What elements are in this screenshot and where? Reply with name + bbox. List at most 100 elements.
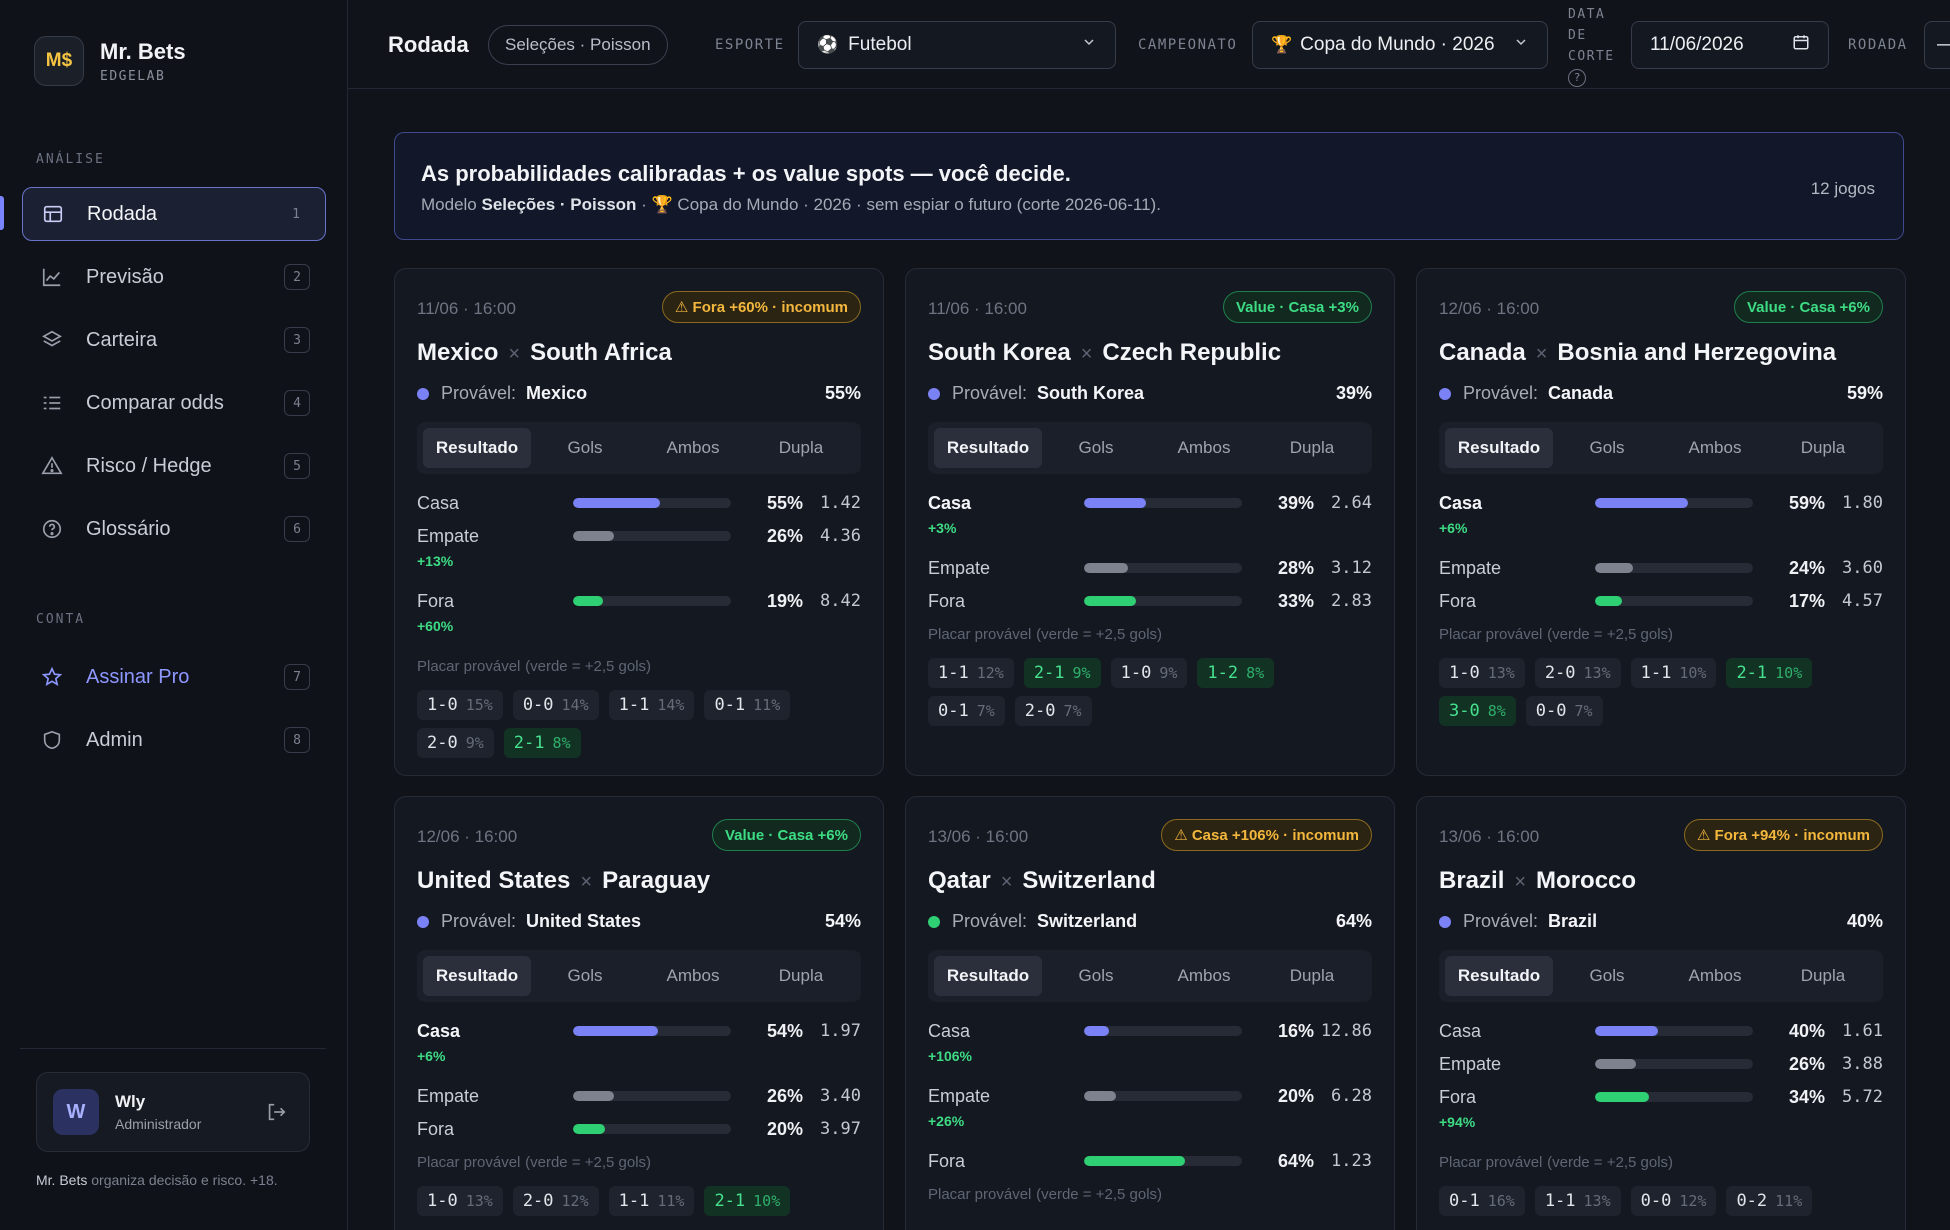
sport-select[interactable]: ⚽ Futebol bbox=[798, 21, 1116, 69]
tab-dupla[interactable]: Dupla bbox=[778, 438, 824, 457]
tab-ambos[interactable]: Ambos bbox=[1688, 438, 1742, 457]
outcome-pct: 26% bbox=[766, 525, 803, 546]
edge-label: +60% bbox=[417, 618, 454, 634]
score-chip[interactable]: 2-1 8% bbox=[503, 728, 581, 758]
likely-label: Provável: bbox=[1463, 383, 1539, 403]
score-chip[interactable]: 2-0 7% bbox=[1014, 696, 1092, 726]
sidebar-item-previsao[interactable]: Previsão 2 bbox=[22, 250, 326, 304]
tab-resultado[interactable]: Resultado bbox=[934, 956, 1042, 996]
round-select[interactable]: — bbox=[1924, 21, 1950, 69]
outcome-name: Empate bbox=[1439, 557, 1502, 578]
warning-icon bbox=[40, 454, 64, 478]
outcome-name: Empate bbox=[1439, 1053, 1502, 1074]
sidebar-item-risco-hedge[interactable]: Risco / Hedge 5 bbox=[22, 439, 326, 493]
score-chip[interactable]: 0-2 11% bbox=[1726, 1186, 1813, 1216]
score-chip[interactable]: 2-0 12% bbox=[512, 1186, 599, 1216]
score-chip[interactable]: 0-0 14% bbox=[512, 690, 599, 720]
tab-ambos[interactable]: Ambos bbox=[1177, 438, 1231, 457]
sidebar-item-assinar-pro[interactable]: Assinar Pro 7 bbox=[22, 650, 326, 704]
sidebar-item-admin[interactable]: Admin 8 bbox=[22, 713, 326, 767]
brand[interactable]: M$ Mr. Bets EDGELAB bbox=[34, 36, 186, 86]
sidebar-item-rodada[interactable]: Rodada 1 bbox=[22, 187, 326, 241]
score-chip[interactable]: 1-1 10% bbox=[1630, 658, 1717, 688]
game-card[interactable]: 13/06 · 16:00 ⚠ Fora +94% · incomum Brazil… bbox=[1416, 796, 1906, 1230]
layers-icon bbox=[40, 328, 64, 352]
tab-gols[interactable]: Gols bbox=[1589, 966, 1625, 985]
tab-ambos[interactable]: Ambos bbox=[666, 438, 720, 457]
tab-ambos[interactable]: Ambos bbox=[666, 966, 720, 985]
score-chip[interactable]: 2-0 9% bbox=[417, 728, 494, 758]
outcome-row: Casa 59% 1.80 bbox=[1439, 487, 1883, 519]
tab-ambos[interactable]: Ambos bbox=[1177, 966, 1231, 985]
tab-dupla[interactable]: Dupla bbox=[1800, 438, 1846, 457]
score-chip[interactable]: 2-0 13% bbox=[1534, 658, 1621, 688]
score-chip[interactable]: 3-0 8% bbox=[1439, 696, 1516, 726]
tab-resultado[interactable]: Resultado bbox=[1445, 428, 1553, 468]
tab-gols[interactable]: Gols bbox=[567, 438, 603, 457]
sidebar-item-comparar-odds[interactable]: Comparar odds 4 bbox=[22, 376, 326, 430]
score-chip[interactable]: 1-2 8% bbox=[1197, 658, 1275, 688]
game-card[interactable]: 12/06 · 16:00 Value · Casa +6% Canada × Bosn… bbox=[1416, 268, 1906, 776]
probability-bar-fill bbox=[1084, 596, 1137, 606]
tab-resultado[interactable]: Resultado bbox=[423, 956, 531, 996]
banner-title: As probabilidades calibradas + os value … bbox=[421, 161, 1071, 186]
tab-dupla[interactable]: Dupla bbox=[778, 966, 824, 985]
score-pct: 11% bbox=[753, 696, 781, 714]
help-icon[interactable]: ? bbox=[1568, 68, 1586, 87]
outcome-pct: 26% bbox=[1788, 1053, 1825, 1074]
away-team: South Africa bbox=[530, 339, 672, 366]
sidebar-item-carteira[interactable]: Carteira 3 bbox=[22, 313, 326, 367]
score-chip[interactable]: 2-1 10% bbox=[704, 1186, 791, 1216]
outcome-odd: 5.72 bbox=[1842, 1087, 1883, 1107]
tab-dupla[interactable]: Dupla bbox=[1289, 966, 1335, 985]
score-chip[interactable]: 1-1 11% bbox=[608, 1186, 695, 1216]
score-chip[interactable]: 1-0 13% bbox=[1439, 658, 1525, 688]
score-chip[interactable]: 1-0 13% bbox=[417, 1186, 503, 1216]
match-teams: Brazil × Morocco bbox=[1439, 867, 1636, 895]
logout-icon[interactable] bbox=[263, 1099, 289, 1125]
likely-winner: Provável: Mexico 55% bbox=[417, 383, 861, 404]
outcome-odd: 12.86 bbox=[1320, 1021, 1372, 1041]
sidebar-item-glossario[interactable]: Glossário 6 bbox=[22, 502, 326, 556]
page-title: Rodada bbox=[388, 32, 469, 57]
tab-gols[interactable]: Gols bbox=[1078, 438, 1114, 457]
cutoff-date-input[interactable]: 11/06/2026 bbox=[1631, 21, 1829, 69]
tab-resultado[interactable]: Resultado bbox=[934, 428, 1042, 468]
score-chip[interactable]: 0-0 7% bbox=[1525, 696, 1603, 726]
score-chip[interactable]: 2-1 10% bbox=[1726, 658, 1813, 688]
score-chip[interactable]: 0-1 7% bbox=[928, 696, 1005, 726]
chart-line-icon bbox=[40, 265, 64, 289]
score-chip[interactable]: 1-0 9% bbox=[1110, 658, 1188, 688]
topbar: Rodada Seleções · Poisson ESPORTE ⚽ Fute… bbox=[348, 0, 1950, 89]
league-select[interactable]: 🏆 Copa do Mundo · 2026 bbox=[1252, 21, 1548, 69]
tab-gols[interactable]: Gols bbox=[1078, 966, 1114, 985]
score-chip[interactable]: 1-0 15% bbox=[417, 690, 503, 720]
score-chip[interactable]: 0-0 12% bbox=[1630, 1186, 1717, 1216]
tab-dupla[interactable]: Dupla bbox=[1289, 438, 1335, 457]
model-pill[interactable]: Seleções · Poisson bbox=[488, 25, 668, 65]
tab-ambos[interactable]: Ambos bbox=[1688, 966, 1742, 985]
tab-resultado[interactable]: Resultado bbox=[1445, 956, 1553, 996]
score-chip[interactable]: 2-1 9% bbox=[1023, 658, 1101, 688]
tab-gols[interactable]: Gols bbox=[1589, 438, 1625, 457]
score-pct: 14% bbox=[561, 696, 589, 714]
tab-resultado[interactable]: Resultado bbox=[423, 428, 531, 468]
market-tabs: Resultado Gols Ambos Dupla bbox=[417, 950, 861, 1002]
score-chip[interactable]: 1-1 14% bbox=[608, 690, 695, 720]
game-card[interactable]: 13/06 · 16:00 ⚠ Casa +106% · incomum Qatar… bbox=[905, 796, 1395, 1230]
score-heading: Placar provável (verde = +2,5 gols) bbox=[1439, 624, 1673, 644]
outcome-row: Casa 39% 2.64 bbox=[928, 487, 1372, 519]
tab-dupla[interactable]: Dupla bbox=[1800, 966, 1846, 985]
score-chip[interactable]: 1-1 13% bbox=[1534, 1186, 1621, 1216]
score-chip[interactable]: 0-1 16% bbox=[1439, 1186, 1525, 1216]
tab-gols[interactable]: Gols bbox=[567, 966, 603, 985]
score-chip[interactable]: 0-1 11% bbox=[704, 690, 791, 720]
score-chip[interactable]: 1-1 12% bbox=[928, 658, 1014, 688]
game-card[interactable]: 11/06 · 16:00 Value · Casa +3% South Korea… bbox=[905, 268, 1395, 776]
game-card[interactable]: 11/06 · 16:00 ⚠ Fora +60% · incomum Mexico… bbox=[394, 268, 884, 776]
score-value: 2-0 bbox=[1544, 663, 1576, 683]
score-chip-row: 1-0 13% 2-0 12% 1-1 11% 2-1 10% bbox=[417, 1186, 861, 1216]
game-card[interactable]: 12/06 · 16:00 Value · Casa +6% United Stat… bbox=[394, 796, 884, 1230]
calendar-icon[interactable] bbox=[1792, 33, 1810, 57]
sidebar-item-label: Risco / Hedge bbox=[86, 454, 212, 477]
